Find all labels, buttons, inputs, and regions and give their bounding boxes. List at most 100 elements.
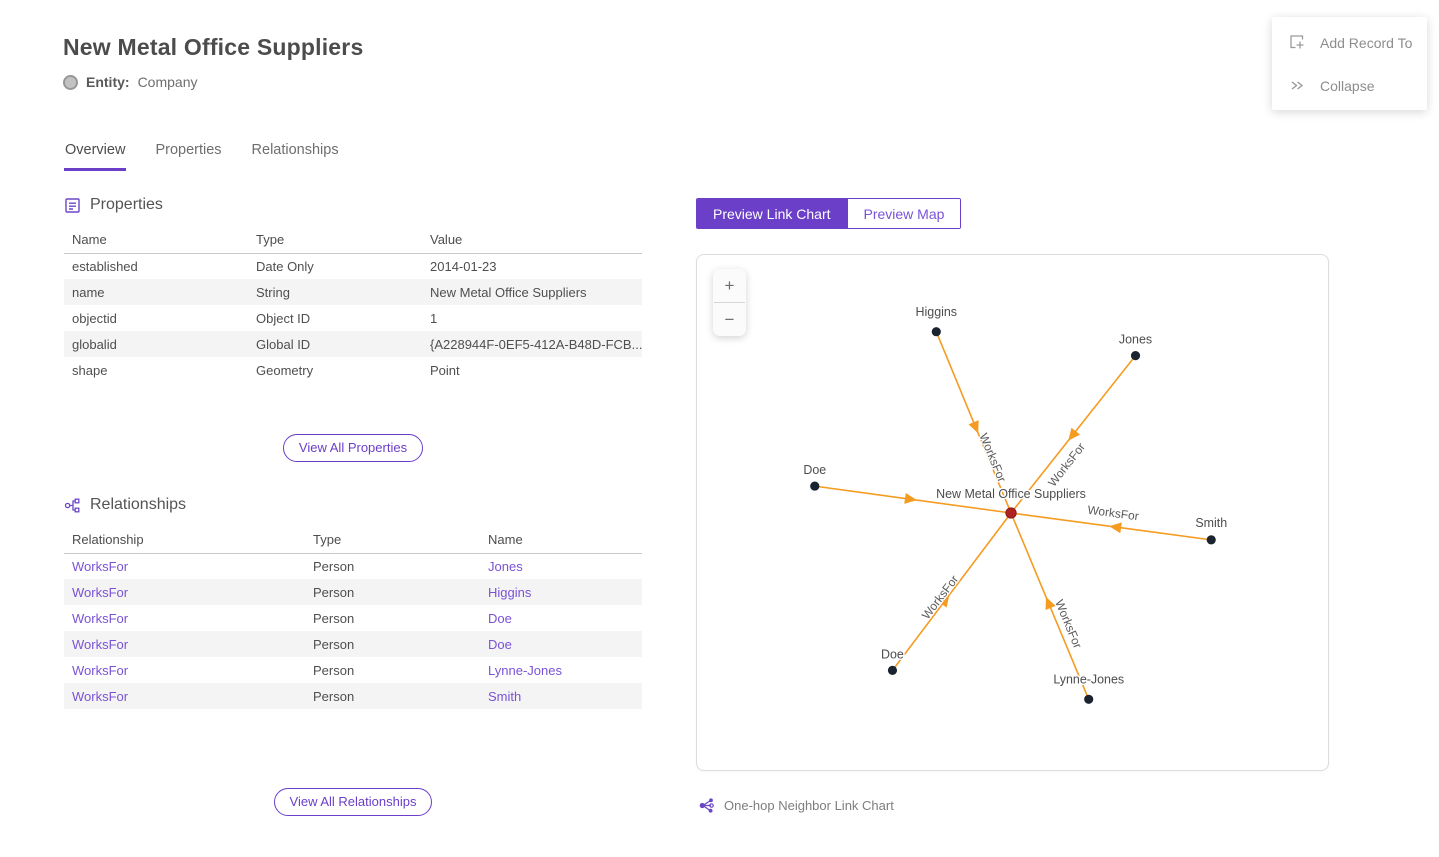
relationship-link[interactable]: WorksFor — [72, 662, 129, 678]
preview-toggle: Preview Link Chart Preview Map — [696, 198, 962, 229]
property-cell: Point — [430, 362, 460, 378]
preview-map-button[interactable]: Preview Map — [846, 199, 961, 228]
graph-edge-label: WorksFor — [1045, 440, 1088, 489]
preview-link-chart-button[interactable]: Preview Link Chart — [697, 199, 847, 228]
chart-caption: One-hop Neighbor Link Chart — [698, 797, 894, 814]
graph-edge-label: WorksFor — [919, 573, 961, 622]
menu-item-label: Add Record To — [1320, 34, 1413, 51]
graph-center-node[interactable] — [1005, 507, 1017, 519]
menu-item-add-record-to[interactable]: Add Record To — [1272, 21, 1427, 64]
property-cell: Date Only — [256, 258, 314, 274]
relationship-link[interactable]: WorksFor — [72, 636, 129, 652]
relationship-link[interactable]: WorksFor — [72, 558, 129, 574]
relationship-row: WorksFor Person Higgins — [64, 579, 642, 605]
entity-type-dot-icon — [63, 74, 78, 90]
graph-center-node-label: New Metal Office Suppliers — [936, 487, 1086, 501]
properties-section-header: Properties — [64, 196, 642, 214]
graph-edge-arrow-icon — [904, 493, 917, 504]
relationship-cell: WorksFor — [64, 657, 305, 683]
graph-edge-arrow-icon — [1068, 427, 1081, 441]
relationship-cell: WorksFor — [64, 579, 305, 605]
property-cell: 2014-01-23 — [430, 258, 497, 274]
zoom-out-button[interactable]: − — [713, 303, 746, 336]
property-cell: Object ID — [256, 310, 311, 326]
property-row: shape Geometry Point — [64, 357, 642, 383]
collapse-icon — [1291, 81, 1304, 90]
tab-relationships[interactable]: Relationships — [251, 142, 339, 158]
property-column-header: Type — [248, 227, 422, 254]
relationship-cell: Person — [313, 610, 355, 626]
relationship-cell: Lynne-Jones — [480, 657, 642, 683]
relationship-link[interactable]: WorksFor — [72, 688, 129, 704]
relationship-link[interactable]: WorksFor — [72, 610, 129, 626]
relationship-cell: Person — [313, 662, 355, 678]
tab-properties[interactable]: Properties — [155, 142, 222, 158]
graph-edge-arrow-icon — [937, 594, 950, 608]
graph-node-label: Lynne-Jones — [1053, 672, 1124, 686]
graph-edge-label: WorksFor — [1087, 503, 1140, 524]
relationship-cell: WorksFor — [64, 683, 305, 709]
link-chart-graph[interactable]: WorksFor WorksForWorksForWorksForWorksFor… — [697, 255, 1328, 770]
graph-node-label: Higgins — [916, 305, 957, 319]
relationship-link[interactable]: Jones — [488, 558, 523, 574]
property-cell: New Metal Office Suppliers — [430, 284, 587, 300]
view-all-properties-button[interactable]: View All Properties — [282, 434, 424, 462]
relationship-row: WorksFor Person Lynne-Jones — [64, 657, 642, 683]
relationship-column-header: Name — [480, 527, 642, 554]
properties-table: Name Type Value established Date Only 2014-01… — [64, 227, 642, 383]
graph-edge-arrow-icon — [1045, 596, 1056, 611]
relationship-link[interactable]: Doe — [488, 610, 512, 626]
property-row: established Date Only 2014-01-23 — [64, 253, 642, 279]
property-cell: 1 — [430, 310, 438, 326]
graph-node[interactable] — [931, 327, 941, 337]
graph-node-label: Smith — [1195, 516, 1227, 530]
properties-icon — [65, 197, 80, 213]
graph-node[interactable] — [1130, 351, 1141, 361]
relationship-link[interactable]: WorksFor — [72, 584, 129, 600]
property-row: objectid Object ID 1 — [64, 305, 642, 331]
graph-node-label: Doe — [803, 463, 826, 477]
relationship-link[interactable]: Higgins — [488, 584, 532, 600]
property-cell: shape — [72, 362, 108, 378]
property-column-header: Value — [422, 227, 642, 254]
entity-value: Company — [137, 74, 198, 90]
graph-node-label: Jones — [1119, 333, 1152, 347]
graph-node[interactable] — [810, 481, 820, 491]
relationship-row: WorksFor Person Smith — [64, 683, 642, 709]
relationships-table: Relationship Type Name WorksFor Person Jones W… — [64, 527, 642, 709]
relationship-cell: WorksFor — [64, 553, 305, 579]
add-record-icon — [1290, 35, 1304, 49]
relationship-cell: Higgins — [480, 579, 642, 605]
menu-item-collapse[interactable]: Collapse — [1272, 64, 1427, 107]
link-chart-icon — [699, 798, 714, 813]
property-cell: Geometry — [256, 362, 314, 378]
graph-node[interactable] — [1206, 535, 1216, 545]
tab-overview[interactable]: Overview — [64, 142, 127, 171]
relationship-row: WorksFor Person Doe — [64, 605, 642, 631]
relationships-section-header: Relationships — [64, 496, 642, 514]
property-cell: established — [72, 258, 138, 274]
graph-node[interactable] — [887, 665, 898, 675]
property-row: name String New Metal Office Suppliers — [64, 279, 642, 305]
entity-label: Entity: — [86, 74, 130, 90]
relationship-row: WorksFor Person Doe — [64, 631, 642, 657]
relationship-cell: Person — [313, 558, 355, 574]
chart-caption-text: One-hop Neighbor Link Chart — [724, 798, 894, 813]
properties-section: Properties Name Type Value established Date … — [64, 196, 642, 383]
menu-item-label: Collapse — [1320, 77, 1375, 94]
relationship-cell: Jones — [480, 553, 642, 579]
graph-edge — [891, 512, 1012, 671]
view-all-relationships-button[interactable]: View All Relationships — [273, 788, 433, 816]
zoom-in-button[interactable]: + — [713, 269, 746, 302]
graph-edge-arrow-icon — [968, 420, 979, 434]
relationship-cell: Person — [313, 688, 355, 704]
properties-section-title: Properties — [90, 196, 163, 213]
property-row: globalid Global ID {A228944F-0EF5-412A-B48… — [64, 331, 642, 357]
relationship-link[interactable]: Lynne-Jones — [488, 662, 562, 678]
property-cell: String — [256, 284, 290, 300]
relationship-link[interactable]: Doe — [488, 636, 512, 652]
entity-type-row: Entity: Company — [63, 74, 197, 90]
graph-node[interactable] — [1084, 694, 1094, 704]
relationship-link[interactable]: Smith — [488, 688, 522, 704]
property-cell: globalid — [72, 336, 117, 352]
